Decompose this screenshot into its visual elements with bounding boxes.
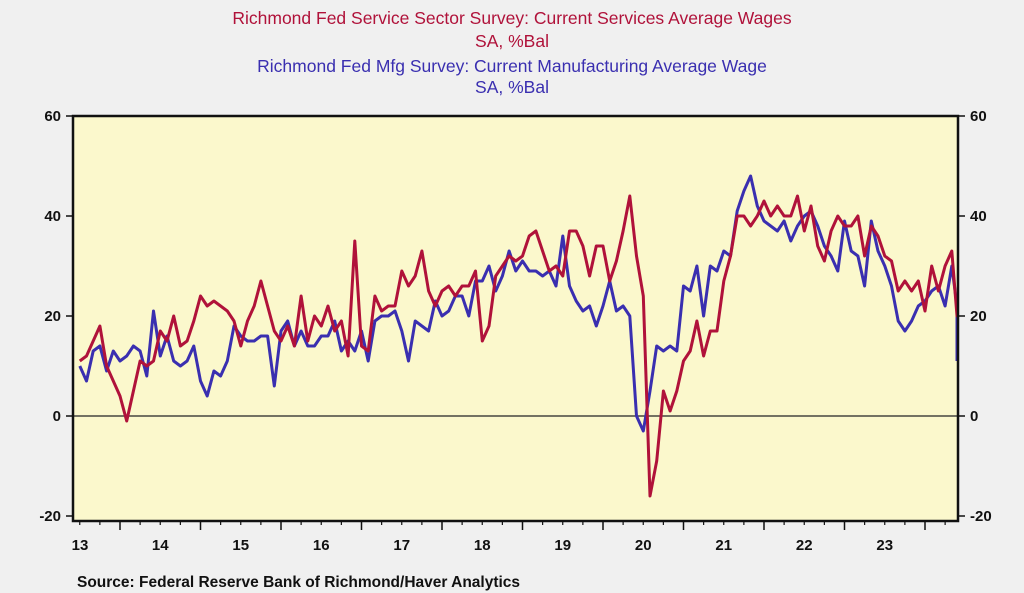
x-tick-label: 21 xyxy=(715,537,732,554)
x-tick-label: 14 xyxy=(152,537,169,554)
x-tick-label: 19 xyxy=(554,537,571,554)
x-tick-label: 13 xyxy=(72,537,89,554)
y-tick-label-right: 60 xyxy=(970,108,987,125)
x-tick-label: 17 xyxy=(393,537,410,554)
x-tick-label: 18 xyxy=(474,537,491,554)
x-tick-label: 16 xyxy=(313,537,330,554)
plot-area xyxy=(73,116,958,521)
chart-subtitle-manufacturing: SA, %Bal xyxy=(475,77,549,97)
chart-title-services: Richmond Fed Service Sector Survey: Curr… xyxy=(232,8,792,28)
source-note: Source: Federal Reserve Bank of Richmond… xyxy=(77,574,521,591)
y-tick-label-right: -20 xyxy=(970,508,992,525)
y-tick-label-left: 20 xyxy=(44,308,61,325)
y-tick-label-left: 0 xyxy=(53,408,61,425)
y-tick-label-left: 40 xyxy=(44,208,61,225)
y-tick-label-right: 0 xyxy=(970,408,978,425)
x-tick-label: 15 xyxy=(232,537,249,554)
y-tick-label-right: 40 xyxy=(970,208,987,225)
y-tick-label-left: -20 xyxy=(39,508,61,525)
x-tick-label: 23 xyxy=(876,537,893,554)
series-line-manufacturing-wage xyxy=(78,174,959,433)
y-tick-label-right: 20 xyxy=(970,308,987,325)
y-tick-label-left: 60 xyxy=(44,108,61,125)
x-tick-label: 22 xyxy=(796,537,813,554)
x-tick-label: 20 xyxy=(635,537,652,554)
chart-subtitle-services: SA, %Bal xyxy=(475,31,549,51)
chart-title-manufacturing: Richmond Fed Mfg Survey: Current Manufac… xyxy=(257,56,767,76)
series-line-services-wages xyxy=(78,194,959,498)
plot-frame xyxy=(71,114,960,523)
